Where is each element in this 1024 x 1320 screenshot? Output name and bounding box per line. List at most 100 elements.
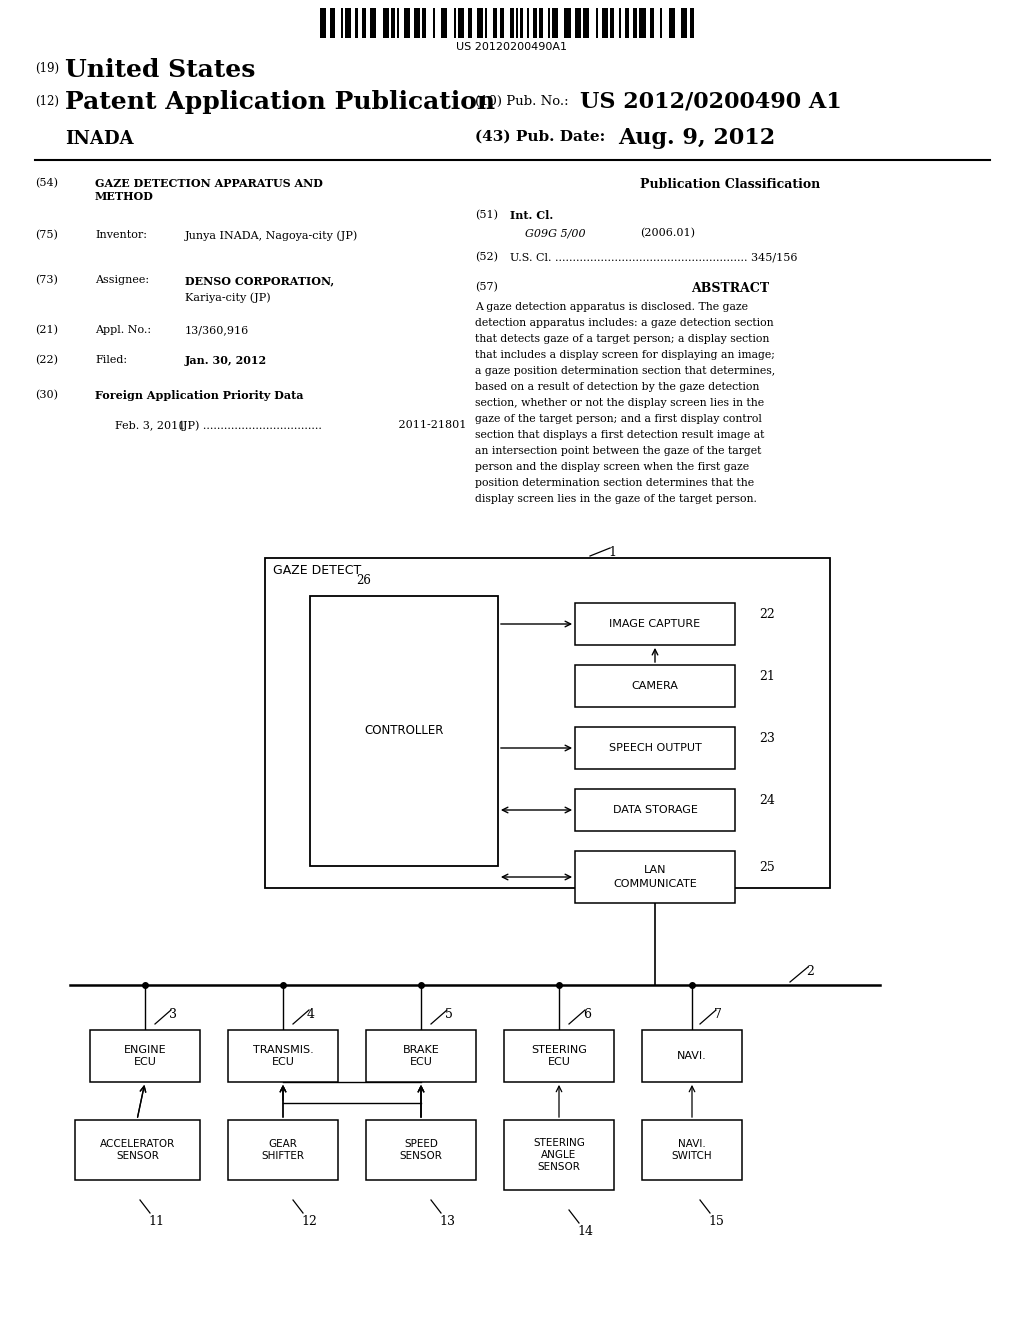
Text: 26: 26 (356, 574, 371, 587)
Text: section, whether or not the display screen lies in the: section, whether or not the display scre… (475, 399, 764, 408)
Bar (552, 8, 558, 38)
Bar (422, 8, 426, 38)
Text: SPEED
SENSOR: SPEED SENSOR (399, 1139, 442, 1162)
Bar (650, 8, 654, 38)
Bar (633, 8, 637, 38)
Bar (355, 8, 357, 38)
Bar (366, 1119, 476, 1180)
Text: Aug. 9, 2012: Aug. 9, 2012 (618, 127, 775, 149)
Bar (575, 603, 735, 645)
Text: Kariya-city (JP): Kariya-city (JP) (185, 292, 270, 302)
Text: 12: 12 (301, 1214, 316, 1228)
Bar (625, 8, 629, 38)
Bar (370, 8, 377, 38)
Text: ENGINE
ECU: ENGINE ECU (124, 1045, 166, 1067)
Text: Inventor:: Inventor: (95, 230, 147, 240)
Text: Foreign Application Priority Data: Foreign Application Priority Data (95, 389, 303, 401)
Text: Appl. No.:: Appl. No.: (95, 325, 152, 335)
Text: DATA STORAGE: DATA STORAGE (612, 805, 697, 814)
Bar (319, 8, 327, 38)
Text: 13/360,916: 13/360,916 (185, 325, 249, 335)
Text: Jan. 30, 2012: Jan. 30, 2012 (185, 355, 267, 366)
Text: CONTROLLER: CONTROLLER (365, 725, 443, 738)
Text: (19): (19) (35, 62, 59, 75)
Bar (602, 8, 608, 38)
Bar (403, 8, 410, 38)
Bar (681, 8, 687, 38)
Text: US 2012/0200490 A1: US 2012/0200490 A1 (580, 90, 842, 112)
Bar (366, 1030, 476, 1082)
Bar (433, 8, 435, 38)
Text: GAZE DETECT: GAZE DETECT (273, 564, 361, 577)
Text: that detects gaze of a target person; a display section: that detects gaze of a target person; a … (475, 334, 769, 345)
Bar (575, 727, 735, 770)
Text: STEERING
ANGLE
SENSOR: STEERING ANGLE SENSOR (534, 1138, 585, 1172)
Bar (532, 8, 538, 38)
Bar (564, 8, 570, 38)
Text: 2: 2 (806, 965, 814, 978)
Text: GEAR
SHIFTER: GEAR SHIFTER (261, 1139, 304, 1162)
Text: 11: 11 (148, 1214, 164, 1228)
Text: (73): (73) (35, 275, 58, 285)
Bar (494, 8, 498, 38)
Bar (485, 8, 487, 38)
Bar (510, 8, 514, 38)
Text: 2011-21801: 2011-21801 (395, 420, 466, 430)
Text: GAZE DETECTION APPARATUS AND
METHOD: GAZE DETECTION APPARATUS AND METHOD (95, 178, 323, 202)
Text: (2006.01): (2006.01) (640, 228, 695, 239)
Text: a gaze position determination section that determines,: a gaze position determination section th… (475, 366, 775, 376)
Text: section that displays a first detection result image at: section that displays a first detection … (475, 430, 764, 440)
Bar (575, 665, 735, 708)
Bar (618, 8, 621, 38)
Text: 6: 6 (583, 1008, 591, 1020)
Bar (310, 597, 498, 866)
Text: gaze of the target person; and a first display control: gaze of the target person; and a first d… (475, 414, 762, 424)
Text: US 20120200490A1: US 20120200490A1 (457, 42, 567, 51)
Text: 4: 4 (307, 1008, 315, 1020)
Bar (583, 8, 590, 38)
Bar (610, 8, 614, 38)
Text: (12): (12) (35, 95, 59, 108)
Bar (516, 8, 518, 38)
Text: Junya INADA, Nagoya-city (JP): Junya INADA, Nagoya-city (JP) (185, 230, 358, 240)
Text: 3: 3 (169, 1008, 177, 1020)
Text: Filed:: Filed: (95, 355, 127, 366)
Bar (441, 8, 447, 38)
Text: (52): (52) (475, 252, 498, 263)
Text: NAVI.
SWITCH: NAVI. SWITCH (672, 1139, 713, 1162)
Text: Feb. 3, 2011: Feb. 3, 2011 (115, 420, 185, 430)
Bar (90, 1030, 200, 1082)
Text: ACCELERATOR
SENSOR: ACCELERATOR SENSOR (100, 1139, 175, 1162)
Text: 1: 1 (608, 546, 616, 558)
Text: 7: 7 (714, 1008, 722, 1020)
Text: Publication Classification: Publication Classification (640, 178, 820, 191)
Bar (476, 8, 483, 38)
Bar (414, 8, 420, 38)
Text: G09G 5/00: G09G 5/00 (525, 228, 586, 238)
Text: Patent Application Publication: Patent Application Publication (65, 90, 496, 114)
Bar (468, 8, 472, 38)
Text: display screen lies in the gaze of the target person.: display screen lies in the gaze of the t… (475, 494, 757, 504)
Bar (540, 8, 544, 38)
Bar (689, 8, 693, 38)
Bar (526, 8, 528, 38)
Text: INADA: INADA (65, 129, 133, 148)
Text: (21): (21) (35, 325, 58, 335)
Text: (JP) ..................................: (JP) .................................. (168, 420, 322, 430)
Bar (639, 8, 646, 38)
Bar (574, 8, 581, 38)
Bar (331, 8, 335, 38)
Text: (54): (54) (35, 178, 58, 189)
Bar (383, 8, 389, 38)
Text: (57): (57) (475, 282, 498, 292)
Bar (669, 8, 675, 38)
Bar (548, 8, 550, 38)
Text: detection apparatus includes: a gaze detection section: detection apparatus includes: a gaze det… (475, 318, 773, 327)
Text: (75): (75) (35, 230, 58, 240)
Text: 14: 14 (577, 1225, 593, 1238)
Text: U.S. Cl. ....................................................... 345/156: U.S. Cl. ...............................… (510, 252, 798, 261)
Text: IMAGE CAPTURE: IMAGE CAPTURE (609, 619, 700, 630)
Bar (575, 851, 735, 903)
Bar (458, 8, 464, 38)
Text: (22): (22) (35, 355, 58, 366)
